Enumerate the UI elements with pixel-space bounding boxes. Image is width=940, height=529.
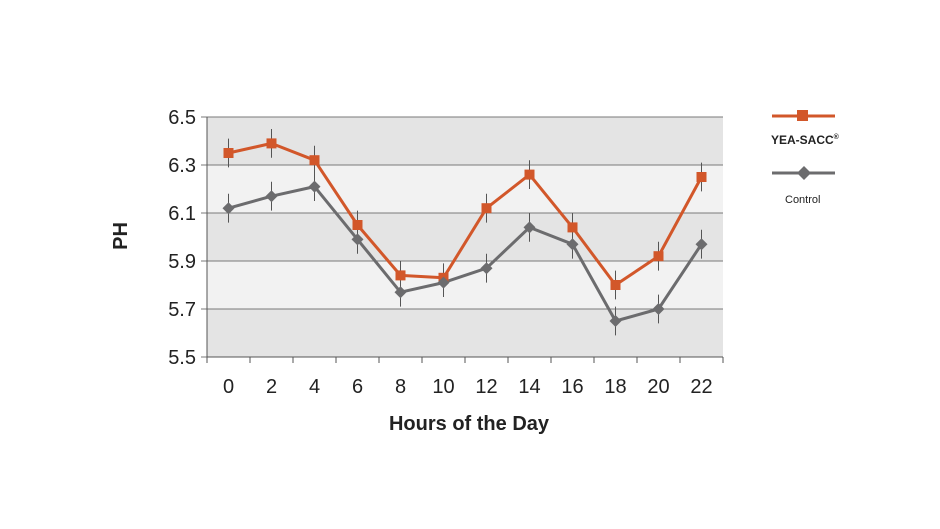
legend-label-yea-sacc-text: YEA-SACC — [771, 133, 834, 147]
x-tick-label: 4 — [309, 376, 320, 398]
x-tick-label: 18 — [604, 376, 626, 398]
x-tick-label: 6 — [352, 376, 363, 398]
legend-marker-control — [797, 166, 811, 180]
axes — [206, 117, 724, 363]
data-point-control — [523, 221, 536, 234]
legend-item-control: Control — [772, 166, 835, 206]
data-point-yea-sacc — [223, 148, 234, 158]
y-tick-label: 5.5 — [168, 347, 196, 369]
series-markers — [222, 138, 708, 327]
x-tick-label: 0 — [223, 376, 234, 398]
x-tick-label: 10 — [432, 376, 454, 398]
data-point-control — [308, 180, 321, 193]
plot-band — [207, 165, 723, 213]
x-tick-label: 16 — [561, 376, 583, 398]
data-point-control — [566, 238, 579, 251]
series-lines — [228, 141, 703, 323]
y-tick-label: 6.5 — [168, 107, 196, 129]
x-tick-label: 22 — [690, 376, 712, 398]
data-point-yea-sacc — [567, 222, 578, 233]
series-line-yea-sacc — [228, 141, 703, 287]
y-tick-label: 5.7 — [168, 299, 196, 321]
legend-marker-yea-sacc — [797, 110, 808, 121]
y-tick-label: 6.1 — [168, 203, 196, 225]
data-point-yea-sacc — [481, 203, 492, 214]
data-point-control — [695, 238, 708, 251]
data-point-control — [652, 303, 665, 315]
data-point-control — [222, 202, 235, 215]
y-tick-label: 6.3 — [168, 155, 196, 177]
data-point-yea-sacc — [395, 270, 406, 281]
legend: YEA-SACC® Control — [771, 110, 840, 206]
x-tick-label: 2 — [266, 376, 277, 398]
x-tick-label: 14 — [518, 376, 540, 398]
series-line-control — [228, 185, 703, 323]
data-point-yea-sacc — [266, 138, 277, 149]
legend-label-yea-sacc-superscript: ® — [834, 133, 840, 141]
data-point-yea-sacc — [653, 251, 664, 262]
data-point-control — [609, 315, 622, 327]
data-point-yea-sacc — [610, 280, 621, 290]
data-point-yea-sacc — [696, 172, 707, 182]
y-axis-title: PH — [110, 222, 132, 250]
x-tick-label: 8 — [395, 376, 406, 398]
x-tick-label: 12 — [475, 376, 497, 398]
y-tick-labels: 6.5 6.3 6.1 5.9 5.7 5.5 — [168, 107, 196, 369]
data-point-yea-sacc — [352, 220, 363, 230]
legend-label-yea-sacc: YEA-SACC® — [771, 133, 840, 147]
x-tick-label: 20 — [647, 376, 669, 398]
x-tick-labels: 0 2 4 6 8 10 12 14 16 18 20 22 — [223, 376, 713, 398]
data-point-control — [394, 286, 407, 299]
data-point-yea-sacc — [524, 169, 535, 180]
data-point-control — [265, 190, 278, 203]
legend-item-yea-sacc: YEA-SACC® — [771, 110, 840, 147]
data-point-control — [351, 233, 364, 246]
data-point-control — [437, 276, 450, 289]
data-point-yea-sacc — [309, 155, 320, 166]
plot-band — [207, 261, 723, 309]
legend-label-control: Control — [785, 194, 820, 206]
data-point-control — [480, 262, 493, 275]
y-tick-label: 5.9 — [168, 251, 196, 273]
plot-background — [207, 117, 723, 357]
plot-band — [207, 117, 723, 165]
x-axis-title: Hours of the Day — [389, 413, 550, 435]
plot-band — [207, 213, 723, 261]
plot-band — [207, 309, 723, 357]
